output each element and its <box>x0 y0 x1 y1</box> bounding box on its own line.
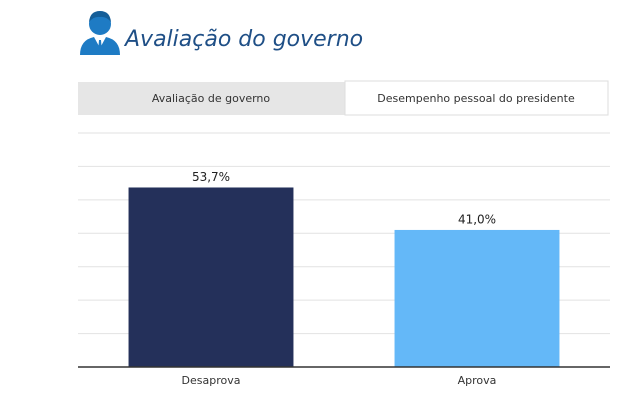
page-title: Avaliação do governo <box>123 27 363 52</box>
x-tick-label: Aprova <box>458 374 497 387</box>
value-label: 53,7% <box>192 170 230 184</box>
value-label: 41,0% <box>458 212 496 226</box>
tab-label[interactable]: Avaliação de governo <box>152 92 271 105</box>
tab-label[interactable]: Desempenho pessoal do presidente <box>377 92 575 105</box>
tab[interactable] <box>78 82 345 115</box>
tab-active[interactable] <box>344 80 609 116</box>
bar <box>128 187 294 367</box>
header-icon <box>80 11 120 55</box>
bar <box>394 229 560 367</box>
x-tick-label: Desaprova <box>182 374 241 387</box>
